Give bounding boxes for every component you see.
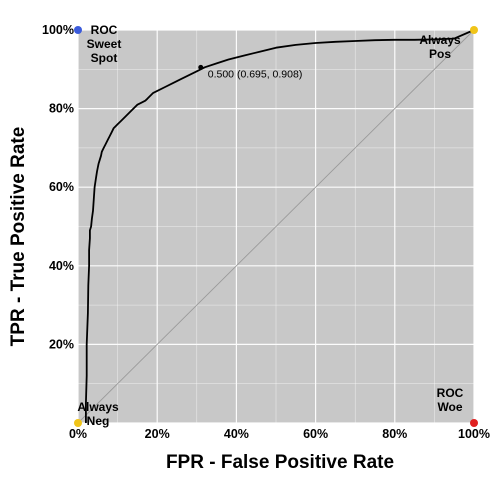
- corner-label: Spot: [91, 51, 118, 65]
- corner-label: Neg: [87, 414, 110, 428]
- corner-marker: [470, 419, 478, 427]
- corner-label: Pos: [429, 47, 451, 61]
- x-tick-label: 60%: [303, 427, 328, 441]
- corner-label: ROC: [437, 386, 464, 400]
- corner-marker: [74, 419, 82, 427]
- corner-label: Always: [419, 33, 461, 47]
- threshold-point: [198, 64, 204, 70]
- series-lines: 0.500 (0.695, 0.908): [77, 29, 475, 424]
- y-axis-title: TPR - True Positive Rate: [8, 127, 29, 347]
- x-tick-label: 80%: [382, 427, 407, 441]
- y-tick-label: 20%: [49, 337, 74, 351]
- diagonal-reference-line: [77, 29, 475, 424]
- tick-labels: 0% 20% 40% 60% 80% 100% 20% 40% 60% 80% 100%: [42, 23, 490, 441]
- x-tick-label: 20%: [145, 427, 170, 441]
- corner-label: ROC: [91, 23, 118, 37]
- corner-label: Always: [77, 400, 119, 414]
- corner-marker: [74, 26, 82, 34]
- corner-label: Sweet: [87, 37, 122, 51]
- corner-marker: [470, 26, 478, 34]
- x-axis-title: FPR - False Positive Rate: [166, 452, 394, 473]
- y-tick-label: 60%: [49, 180, 74, 194]
- roc-curve-line: [85, 29, 475, 423]
- corner-label: Woe: [437, 400, 462, 414]
- x-tick-label: 0%: [69, 427, 87, 441]
- threshold-point-label: 0.500 (0.695, 0.908): [208, 68, 303, 80]
- y-tick-label: 100%: [42, 23, 74, 37]
- x-tick-label: 100%: [458, 427, 490, 441]
- y-tick-label: 40%: [49, 259, 74, 273]
- y-tick-label: 80%: [49, 102, 74, 116]
- x-tick-label: 40%: [224, 427, 249, 441]
